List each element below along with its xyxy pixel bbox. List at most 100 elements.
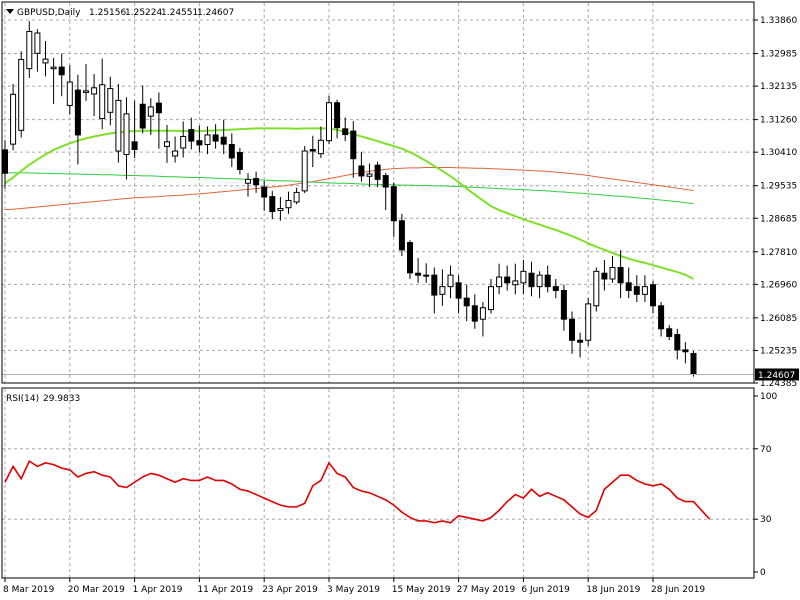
candle xyxy=(196,125,203,153)
candle xyxy=(212,124,219,149)
candle xyxy=(447,265,454,299)
candle-body xyxy=(204,134,211,146)
candle xyxy=(585,298,592,347)
date-tick-label: 20 Mar 2019 xyxy=(68,585,125,595)
candle xyxy=(690,350,697,377)
candle-body xyxy=(585,303,592,341)
price-tick-label: 1.32135 xyxy=(760,82,797,92)
candle xyxy=(293,187,300,205)
candle-body xyxy=(147,106,154,117)
candle xyxy=(504,265,511,291)
candle xyxy=(552,278,559,299)
candle xyxy=(455,275,462,314)
candle-body xyxy=(309,148,316,152)
candle-body xyxy=(131,141,138,150)
candle-body xyxy=(569,318,575,341)
price-tick-label: 1.24385 xyxy=(760,379,797,389)
candle-body xyxy=(504,276,511,284)
candle-body xyxy=(74,89,81,136)
date-tick-label: 3 May 2019 xyxy=(327,585,380,595)
candle-body xyxy=(439,286,446,295)
candle-body xyxy=(10,93,17,145)
candle xyxy=(204,126,211,155)
candle-body xyxy=(212,134,219,142)
price-tick-label: 1.32985 xyxy=(760,50,797,60)
date-tick-label: 28 Jun 2019 xyxy=(651,585,705,595)
candle-body xyxy=(326,102,332,142)
candle-body xyxy=(658,305,665,330)
candle-body xyxy=(91,87,98,95)
candle xyxy=(658,301,665,337)
candle-body xyxy=(682,349,689,353)
candle-body xyxy=(115,99,122,152)
rsi-tick-label: 70 xyxy=(760,445,772,455)
candle xyxy=(593,267,600,312)
low-value: 1.24551 xyxy=(161,8,198,18)
candle xyxy=(34,29,41,72)
candle-body xyxy=(261,186,268,198)
candle-body xyxy=(188,129,195,142)
candle xyxy=(123,97,130,180)
candle xyxy=(180,121,187,158)
close-value: 1.24607 xyxy=(197,8,234,18)
candle xyxy=(50,57,57,104)
candle xyxy=(560,284,567,331)
date-tick-label: 1 Apr 2019 xyxy=(133,585,183,595)
candle xyxy=(431,267,438,314)
candle-body xyxy=(107,88,114,113)
candle xyxy=(309,135,316,168)
ma-mid-series-line xyxy=(5,172,694,205)
candle-body xyxy=(601,272,608,280)
candle-body xyxy=(236,152,243,170)
candle xyxy=(650,280,656,314)
rsi-panel xyxy=(4,459,711,524)
high-value: 1.25224 xyxy=(125,8,162,18)
symbol-label: GBPUSD,Daily xyxy=(17,8,81,18)
candle-body xyxy=(447,274,454,288)
candle xyxy=(334,99,341,139)
candle-body xyxy=(479,307,486,320)
candle xyxy=(261,180,268,211)
candle-body xyxy=(641,286,648,295)
candle-body xyxy=(83,90,89,93)
candle xyxy=(326,95,332,145)
candle-body xyxy=(528,272,535,288)
candle xyxy=(155,92,162,149)
candle xyxy=(342,117,349,142)
candle-body xyxy=(155,102,162,114)
candle xyxy=(172,136,179,163)
candle-body xyxy=(317,139,324,155)
candle-body xyxy=(512,280,519,286)
candle-body xyxy=(423,274,430,277)
candle xyxy=(682,342,689,364)
candle xyxy=(641,275,648,302)
candle xyxy=(390,182,397,237)
candle xyxy=(512,263,519,295)
candle xyxy=(317,126,324,158)
candle xyxy=(366,163,373,188)
candle-body xyxy=(552,286,559,291)
candle xyxy=(285,191,292,214)
candle xyxy=(236,147,243,175)
price-tick-label: 1.26085 xyxy=(760,314,797,324)
candle-body xyxy=(139,103,146,129)
candle xyxy=(228,133,235,168)
rsi-series-line xyxy=(4,459,711,524)
candle xyxy=(601,259,608,291)
candle-body xyxy=(463,297,470,307)
candle-body xyxy=(617,266,624,284)
candle-body xyxy=(398,220,405,251)
candle-body xyxy=(407,242,413,274)
rsi-panel-frame xyxy=(1,387,755,579)
candle-body xyxy=(196,140,203,146)
date-tick-label: 23 Apr 2019 xyxy=(262,585,318,595)
price-tick-label: 1.26960 xyxy=(760,280,797,290)
candle-body xyxy=(633,286,640,295)
candle xyxy=(188,117,195,150)
candle-body xyxy=(520,270,527,284)
candle xyxy=(58,53,65,97)
current-price-label: 1.24607 xyxy=(758,371,795,381)
candle xyxy=(609,255,616,283)
candle-body xyxy=(358,165,365,177)
candle xyxy=(139,85,146,134)
